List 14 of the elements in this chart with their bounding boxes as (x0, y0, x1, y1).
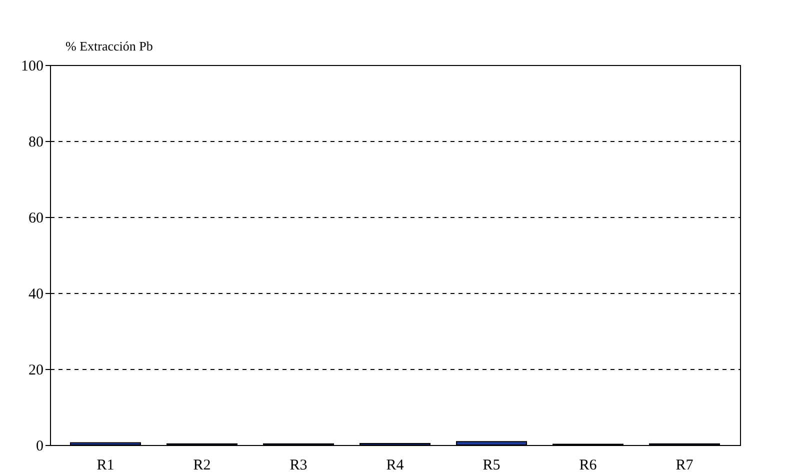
y-axis-title: % Extracción Pb (66, 38, 153, 54)
y-tick-label: 60 (28, 210, 44, 226)
y-tick-label: 80 (28, 134, 44, 150)
x-tick-label: R2 (193, 458, 211, 474)
x-tick-label: R6 (579, 458, 598, 474)
y-tick-label: 40 (28, 286, 44, 302)
x-tick-label: R5 (482, 458, 500, 474)
y-tick-label: 20 (28, 362, 44, 378)
x-tick-label: R4 (386, 458, 404, 474)
x-tick-label: R1 (96, 458, 114, 474)
x-tick-label: R3 (290, 458, 308, 474)
y-tick-label: 100 (21, 58, 44, 74)
x-tick-label: R7 (676, 458, 694, 474)
y-tick-label: 0 (36, 438, 44, 454)
